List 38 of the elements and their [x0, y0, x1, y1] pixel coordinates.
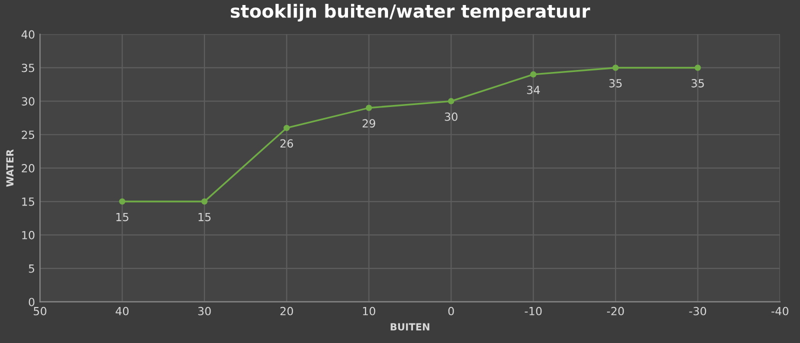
data-label: 34: [527, 86, 540, 94]
y-tick-label: 25: [22, 130, 34, 140]
data-label: 35: [609, 79, 622, 88]
data-label: 26: [280, 139, 294, 148]
y-tick-label: 30: [22, 97, 34, 106]
y-tick-label: 10: [22, 230, 34, 240]
data-label: 30: [444, 112, 458, 121]
x-tick-label: 20: [280, 306, 293, 316]
x-tick-label: 10: [363, 306, 376, 316]
point: [448, 98, 454, 104]
point: [119, 198, 126, 205]
y-tick-label: 0: [28, 298, 34, 306]
point: [366, 104, 372, 111]
data-label: 35: [692, 79, 704, 88]
x-axis-title: BUITEN: [390, 323, 430, 331]
x-tick-label: 50: [34, 306, 46, 316]
point: [201, 198, 208, 205]
y-tick-label: 35: [22, 64, 34, 72]
data-label: 15: [198, 212, 211, 222]
y-tick-label: 40: [22, 30, 34, 39]
x-tick-label: -40: [771, 306, 788, 316]
y-tick-label: 15: [22, 198, 34, 206]
data-label: 29: [362, 119, 376, 128]
x-tick-label: 40: [116, 306, 129, 316]
y-tick-label: 20: [22, 164, 34, 172]
y-tick-label: 5: [28, 264, 34, 273]
y-axis-title: WATER: [6, 149, 14, 187]
chart-title: stooklijn buiten/water temperatuur: [230, 4, 590, 22]
x-tick-label: -10: [524, 306, 542, 316]
data-label: 15: [116, 212, 128, 222]
x-tick-label: 0: [448, 306, 454, 316]
point: [284, 124, 290, 132]
x-tick-label: -30: [689, 306, 706, 316]
x-tick-label: -20: [607, 306, 624, 316]
point: [612, 64, 619, 71]
point: [694, 64, 701, 71]
point: [530, 71, 536, 78]
x-tick-label: 30: [198, 306, 211, 316]
